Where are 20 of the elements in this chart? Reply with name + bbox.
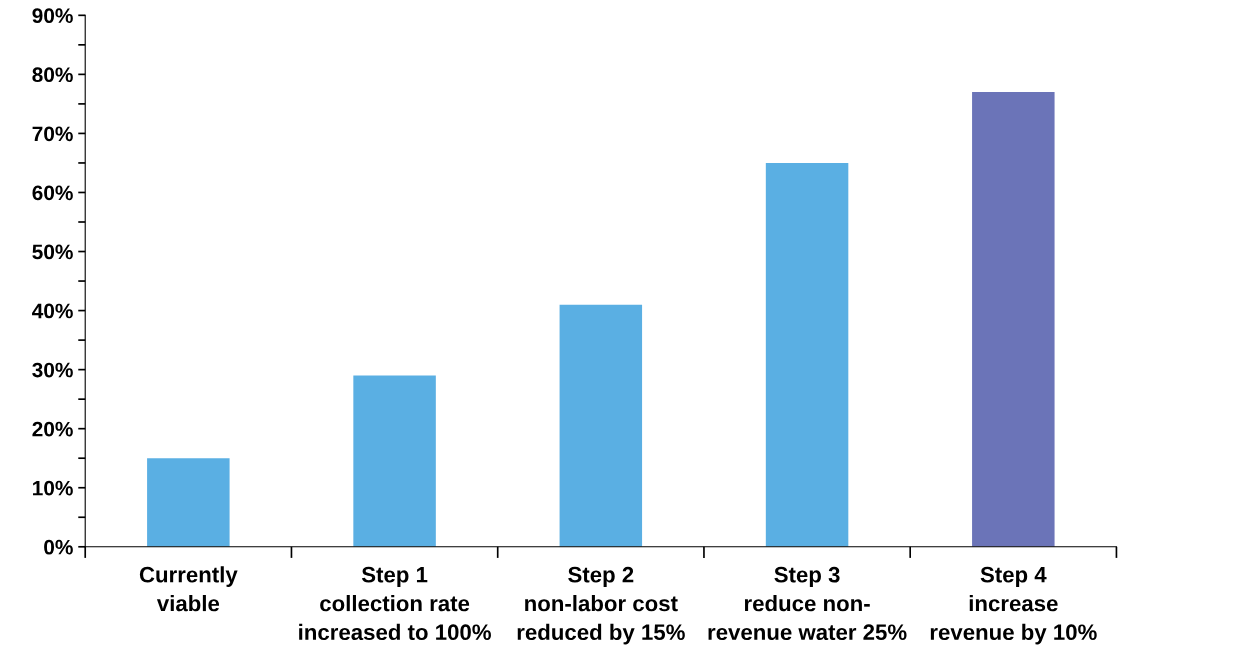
bar: [559, 304, 643, 547]
y-tick-label: 70%: [32, 126, 73, 142]
y-tick-label: 20%: [32, 421, 73, 437]
bar: [765, 162, 849, 547]
y-tick-label: 40%: [32, 303, 73, 319]
x-tick-label: Step 3 reduce non- revenue water 25%: [708, 566, 907, 641]
x-tick-label: Step 1 collection rate increased to 100%: [299, 566, 491, 641]
y-tick-label: 10%: [33, 480, 73, 496]
bar: [972, 92, 1055, 547]
y-tick-label: 50%: [32, 244, 73, 260]
bar: [147, 458, 230, 547]
x-tick-label: Step 2 non-labor cost reduced by 15%: [517, 566, 685, 645]
y-tick-label: 90%: [32, 8, 73, 24]
x-tick-label: Currently viable: [139, 566, 238, 612]
x-tick-label: Step 4 increase revenue by 10%: [930, 566, 1097, 645]
y-tick-label: 80%: [32, 67, 73, 83]
y-tick-label: 30%: [32, 362, 73, 378]
bar: [353, 375, 436, 547]
y-tick-label: 0%: [44, 539, 73, 555]
y-tick-label: 60%: [32, 185, 73, 201]
